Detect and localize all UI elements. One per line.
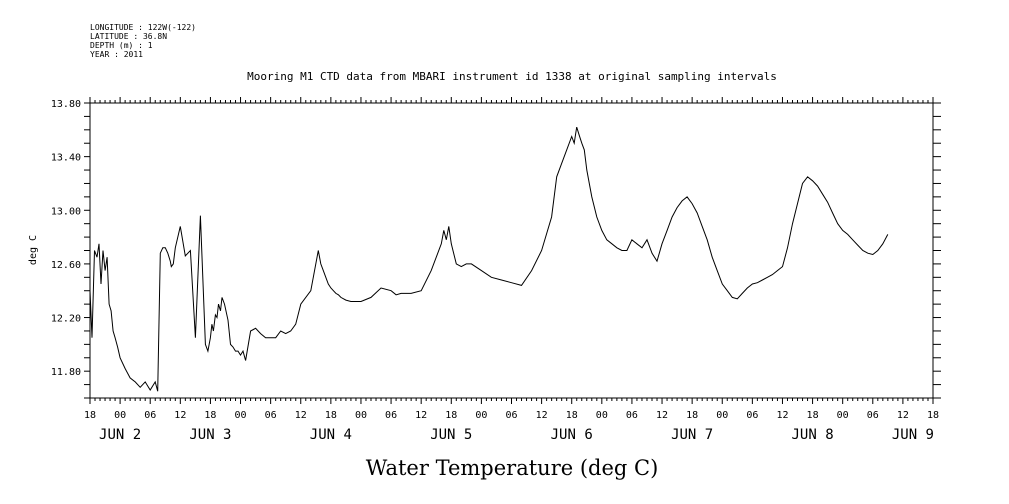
x-tick-label: 12: [536, 410, 548, 421]
y-axis-label: deg C: [28, 235, 39, 265]
y-tick-label: 13.80: [51, 99, 81, 110]
x-tick-label: 12: [415, 410, 427, 421]
temperature-series-line: [89, 126, 889, 392]
x-tick-label: 18: [84, 410, 96, 421]
day-label: JUN 6: [551, 427, 593, 443]
year-label: YEAR : 2011: [90, 50, 143, 59]
x-tick-label: 18: [204, 410, 216, 421]
x-tick-label: 06: [144, 410, 156, 421]
x-tick-label: 12: [174, 410, 186, 421]
day-label: JUN 5: [430, 427, 472, 443]
x-tick-label: 06: [746, 410, 758, 421]
x-axis-title: Water Temperature (deg C): [366, 456, 659, 480]
x-tick-label: 06: [505, 410, 517, 421]
x-tick-labels: 18 00 06 12 18 00 06 12 18 00 06 12 18 00 06 12 18 00 06 12…: [84, 410, 939, 421]
day-label: JUN 3: [189, 427, 231, 443]
y-tick-label: 12.60: [51, 260, 81, 271]
x-tick-label: 06: [265, 410, 277, 421]
plot-frame: [89, 102, 934, 399]
axis-ticks: [84, 97, 941, 404]
day-label: JUN 9: [892, 427, 934, 443]
x-tick-label: 18: [686, 410, 698, 421]
metadata-block: LONGITUDE : 122W(-122) LATITUDE : 36.8N …: [90, 23, 196, 59]
x-tick-label: 12: [897, 410, 909, 421]
x-tick-label: 06: [626, 410, 638, 421]
x-tick-label: 18: [927, 410, 939, 421]
y-tick-label: 12.20: [51, 314, 81, 325]
chart-title: Mooring M1 CTD data from MBARI instrumen…: [247, 70, 777, 83]
x-tick-label: 00: [355, 410, 367, 421]
day-label: JUN 2: [99, 427, 141, 443]
x-tick-label: 06: [867, 410, 879, 421]
day-labels: JUN 2 JUN 3 JUN 4 JUN 5 JUN 6 JUN 7 JUN 8 JUN 9: [99, 427, 934, 443]
x-tick-label: 06: [385, 410, 397, 421]
x-tick-label: 12: [656, 410, 668, 421]
x-tick-label: 00: [114, 410, 126, 421]
depth-label: DEPTH (m) : 1: [90, 41, 153, 50]
day-label: JUN 4: [310, 427, 352, 443]
y-tick-label: 13.00: [51, 206, 81, 217]
x-tick-label: 18: [325, 410, 337, 421]
x-tick-label: 18: [445, 410, 457, 421]
day-label: JUN 8: [791, 427, 833, 443]
day-label: JUN 7: [671, 427, 713, 443]
x-tick-label: 18: [807, 410, 819, 421]
x-tick-label: 00: [235, 410, 247, 421]
y-tick-label: 11.80: [51, 367, 81, 378]
x-tick-label: 00: [475, 410, 487, 421]
y-tick-labels: 11.80 12.20 12.60 13.00 13.40 13.80: [51, 99, 81, 378]
longitude-label: LONGITUDE : 122W(-122): [90, 23, 196, 32]
x-tick-label: 18: [566, 410, 578, 421]
x-tick-label: 12: [776, 410, 788, 421]
x-tick-label: 12: [295, 410, 307, 421]
y-tick-label: 13.40: [51, 153, 81, 164]
x-tick-label: 00: [837, 410, 849, 421]
x-tick-label: 00: [716, 410, 728, 421]
latitude-label: LATITUDE : 36.8N: [90, 32, 167, 41]
x-tick-label: 00: [596, 410, 608, 421]
